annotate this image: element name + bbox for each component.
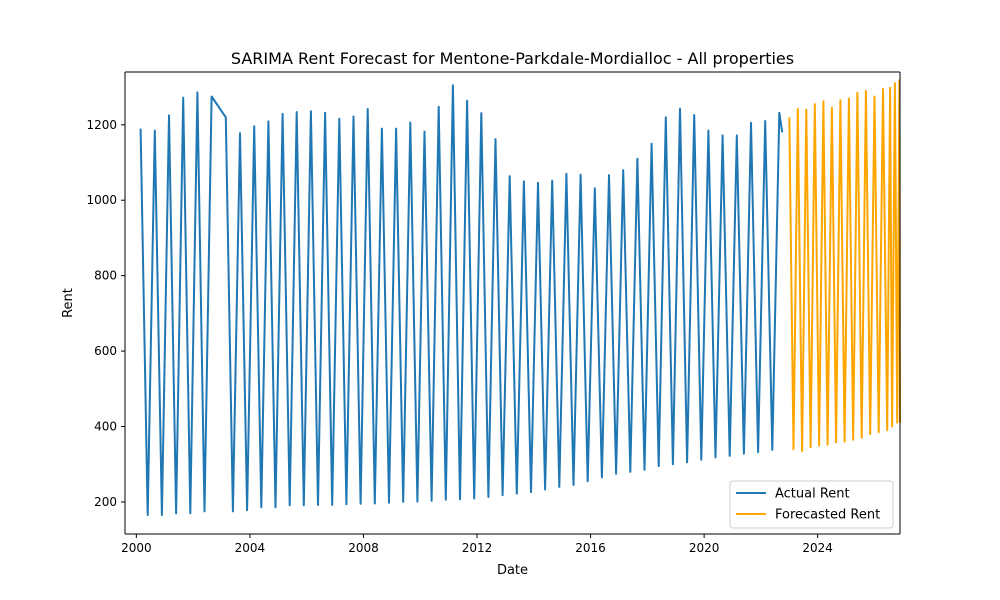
legend-label-actual-rent: Actual Rent xyxy=(775,487,850,502)
x-tick-label: 2016 xyxy=(575,541,606,555)
axes-frame xyxy=(124,71,901,535)
series-layer xyxy=(139,79,901,517)
x-tick-label: 2012 xyxy=(462,541,493,555)
y-tick-label: 800 xyxy=(94,269,117,283)
legend-box xyxy=(729,480,894,529)
y-tick-label: 600 xyxy=(94,344,117,358)
chart-title: SARIMA Rent Forecast for Mentone-Parkdal… xyxy=(231,49,794,68)
x-axis-label: Date xyxy=(497,563,528,578)
x-tick-label: 2000 xyxy=(121,541,152,555)
y-tick-label: 400 xyxy=(94,420,117,434)
legend: Actual Rent Forecasted Rent xyxy=(729,480,894,529)
x-tick-label: 2020 xyxy=(689,541,720,555)
series-line-forecasted-rent xyxy=(788,79,901,452)
x-axis: 2000 2004 2008 2012 2016 2020 2024 xyxy=(121,534,833,555)
y-axis-label: Rent xyxy=(61,288,76,318)
legend-label-forecasted-rent: Forecasted Rent xyxy=(775,508,880,523)
y-axis: 200 400 600 800 1000 1200 xyxy=(86,118,125,509)
y-tick-label: 200 xyxy=(94,495,117,509)
x-tick-label: 2004 xyxy=(235,541,266,555)
series-line-actual-rent xyxy=(139,84,784,517)
y-tick-label: 1000 xyxy=(86,193,117,207)
x-tick-label: 2008 xyxy=(348,541,379,555)
x-tick-label: 2024 xyxy=(802,541,833,555)
y-tick-label: 1200 xyxy=(86,118,117,132)
